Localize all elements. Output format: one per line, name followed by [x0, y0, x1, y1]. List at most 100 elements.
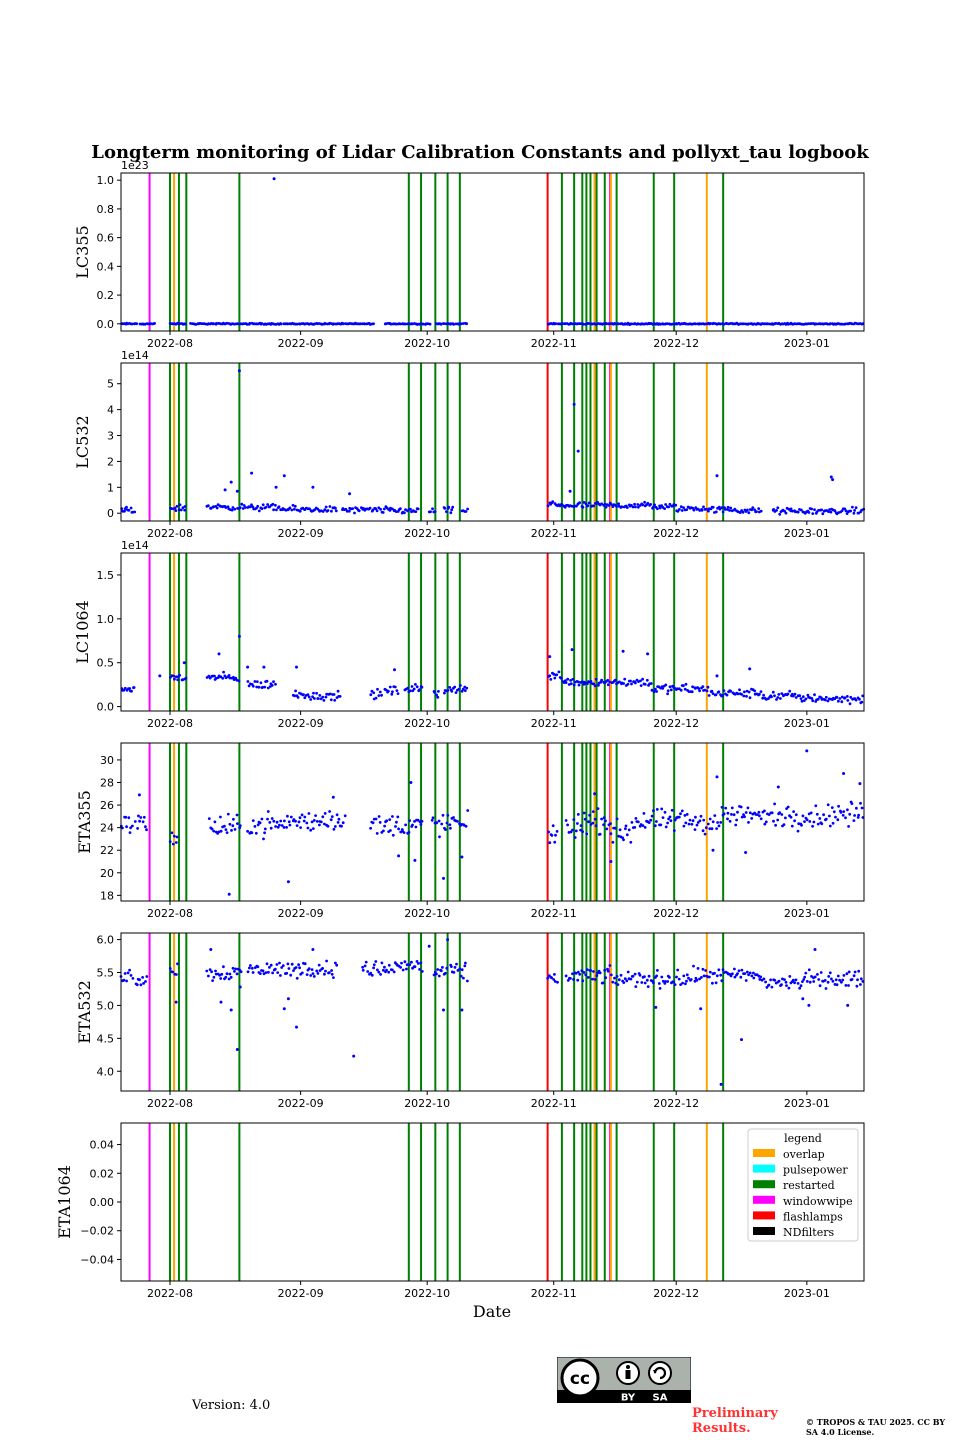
- data-point: [175, 973, 178, 976]
- x-tick-label: 2022-12: [653, 1287, 699, 1300]
- data-point: [674, 503, 678, 507]
- y-tick-label: 1: [107, 481, 114, 494]
- data-point: [603, 968, 607, 972]
- data-point: [793, 981, 796, 985]
- data-point-outlier: [801, 997, 805, 1001]
- data-point: [744, 811, 748, 814]
- data-point: [672, 829, 676, 832]
- data-point: [271, 502, 275, 506]
- data-point: [627, 828, 631, 832]
- data-point: [591, 821, 595, 825]
- data-point: [380, 961, 384, 965]
- data-point: [300, 813, 304, 817]
- data-point-outlier: [158, 674, 162, 678]
- x-tick-label: 2022-11: [531, 1287, 577, 1300]
- data-point: [668, 502, 672, 506]
- data-point: [231, 966, 235, 970]
- data-point: [641, 677, 644, 681]
- data-point: [683, 814, 687, 817]
- data-point: [652, 505, 655, 509]
- data-point: [701, 829, 705, 833]
- axes-frame: [120, 552, 865, 712]
- data-point: [748, 696, 752, 700]
- data-point: [811, 699, 815, 703]
- data-point: [231, 506, 235, 509]
- panel-lc355: 0.0 0.2 0.4 0.6 0.8 1.0 2022-08 2022-09 2022-10 2…: [73, 159, 865, 350]
- data-point: [606, 969, 610, 973]
- data-point: [694, 322, 698, 326]
- data-point-outlier: [229, 1008, 233, 1012]
- data-point: [692, 508, 696, 512]
- data-point: [555, 673, 559, 677]
- data-point-outlier: [174, 1000, 178, 1004]
- data-point: [172, 834, 176, 838]
- data-point: [828, 971, 832, 975]
- data-point: [742, 813, 745, 816]
- data-point: [212, 505, 216, 509]
- data-point: [821, 512, 825, 516]
- data-point: [842, 974, 846, 977]
- data-point-outlier: [219, 1000, 223, 1004]
- data-point: [294, 689, 297, 693]
- data-point: [844, 509, 848, 513]
- data-point: [437, 819, 441, 823]
- data-point: [310, 820, 314, 824]
- y-tick-label: 30: [100, 754, 114, 767]
- data-point: [238, 824, 242, 827]
- data-point: [235, 813, 239, 817]
- data-point: [594, 824, 598, 828]
- data-point-outlier: [807, 1003, 811, 1007]
- data-point: [660, 807, 664, 811]
- y-axis-label: ETA532: [75, 980, 94, 1044]
- data-point: [838, 978, 841, 982]
- data-point: [702, 505, 705, 509]
- data-point-outlier: [223, 488, 227, 492]
- data-point: [311, 972, 315, 975]
- data-point: [617, 834, 621, 838]
- data-point: [664, 503, 667, 506]
- data-point: [639, 679, 642, 683]
- data-point: [636, 503, 640, 506]
- data-point-outlier: [209, 948, 213, 951]
- data-point: [319, 820, 323, 824]
- data-point: [375, 509, 379, 513]
- data-point: [378, 821, 382, 824]
- data-point: [329, 698, 333, 702]
- data-point: [315, 820, 319, 823]
- x-tick-label: 2022-09: [278, 1287, 324, 1300]
- y-axis-label: LC355: [73, 225, 92, 278]
- y-tick-label: 5.0: [97, 999, 115, 1012]
- data-point: [861, 694, 865, 698]
- data-point: [560, 677, 563, 680]
- data-point: [374, 507, 378, 511]
- data-point: [820, 822, 824, 826]
- data-point: [377, 970, 381, 974]
- data-point: [241, 507, 245, 510]
- data-point: [714, 981, 718, 985]
- data-point: [641, 503, 645, 507]
- data-point: [368, 506, 372, 510]
- data-point: [580, 969, 584, 972]
- data-point: [408, 689, 412, 693]
- data-point: [815, 812, 819, 816]
- data-point: [399, 507, 402, 510]
- data-point: [601, 981, 605, 985]
- legend-swatch-windowwipe: [753, 1195, 775, 1204]
- data-point: [613, 826, 617, 830]
- data-point: [618, 680, 621, 684]
- data-point: [582, 811, 586, 815]
- data-point: [794, 978, 798, 982]
- data-point: [798, 986, 802, 990]
- data-point: [693, 828, 697, 831]
- data-point: [226, 812, 230, 816]
- data-point: [822, 813, 825, 817]
- data-point: [141, 820, 145, 824]
- data-point: [215, 506, 219, 510]
- data-point: [144, 825, 147, 829]
- data-point: [414, 825, 418, 829]
- data-point: [213, 674, 216, 678]
- data-point: [388, 509, 392, 512]
- data-point: [262, 837, 265, 841]
- data-point: [826, 699, 830, 703]
- data-point: [463, 964, 467, 968]
